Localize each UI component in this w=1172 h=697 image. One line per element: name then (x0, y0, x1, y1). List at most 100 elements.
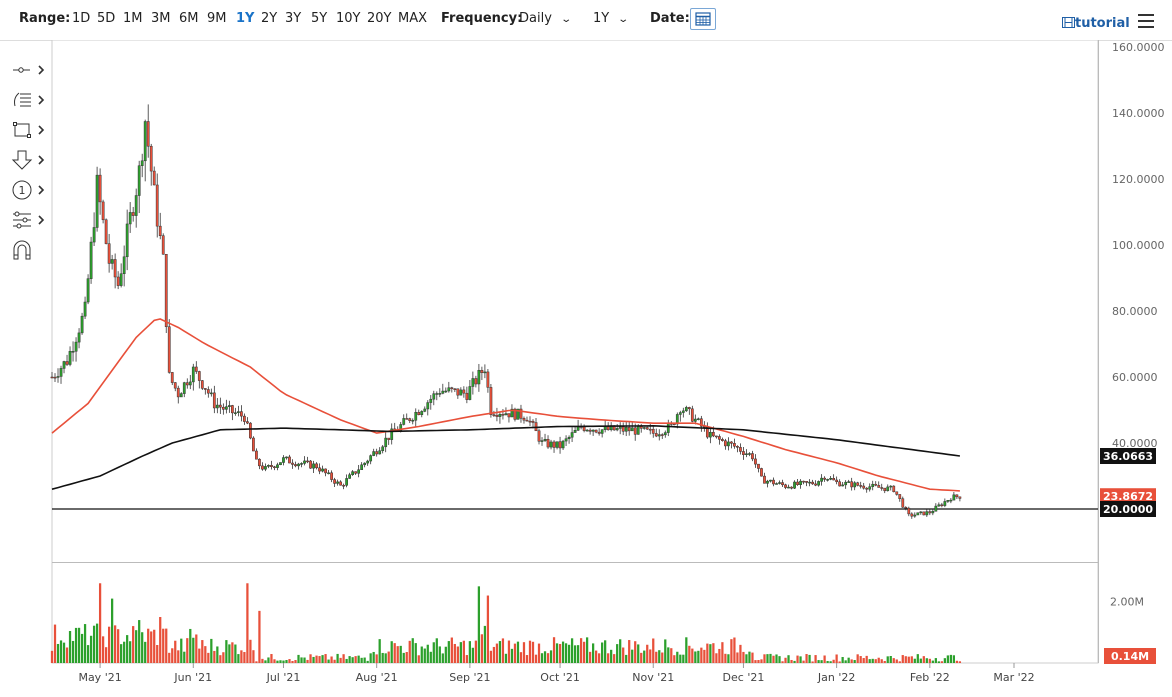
volume-bar (165, 628, 168, 663)
candle-body (408, 418, 412, 421)
volume-bar (138, 620, 141, 663)
candle-body (414, 412, 418, 421)
volume-bar (772, 655, 775, 663)
volume-bar (114, 625, 117, 663)
candle-body (143, 121, 147, 162)
arrow-tool-icon (11, 150, 45, 170)
range-option-6m[interactable]: 6M (179, 11, 199, 26)
volume-bar (315, 655, 318, 663)
range-option-5d[interactable]: 5D (97, 11, 116, 26)
volume-bar (847, 657, 850, 663)
candle-body (441, 390, 445, 394)
volume-bar (595, 650, 598, 663)
indicator-tool[interactable] (10, 208, 50, 238)
candle-body (342, 484, 345, 487)
candle-body (273, 466, 276, 468)
volume-bar (56, 643, 60, 663)
volume-bar (135, 630, 138, 663)
volume-bar (417, 655, 420, 663)
annotation-tool[interactable]: 1 (10, 178, 50, 208)
candle-body (549, 441, 553, 448)
volume-bar (465, 655, 468, 663)
volume-bar (601, 642, 604, 663)
candle-body (92, 227, 96, 243)
price-chart[interactable]: 160.0000140.0000120.0000100.000080.00006… (0, 40, 1172, 697)
range-option-1y[interactable]: 1Y (236, 11, 255, 26)
candle-body (877, 485, 881, 488)
range-option-20y[interactable]: 20Y (367, 11, 392, 26)
volume-bar (83, 624, 87, 663)
tutorial-link[interactable]: tutorial (1062, 16, 1130, 31)
candle-body (790, 486, 793, 489)
candle-body (291, 462, 294, 465)
range-option-1d[interactable]: 1D (72, 11, 91, 26)
volume-bar (492, 646, 496, 663)
range-option-9m[interactable]: 9M (207, 11, 227, 26)
candle-body (681, 410, 685, 413)
candle-body (158, 225, 162, 236)
volume-bar (579, 638, 583, 663)
volume-bar (546, 653, 550, 663)
date-picker-button[interactable] (690, 8, 716, 30)
volume-bar (294, 660, 297, 663)
candle-body (240, 411, 243, 417)
candle-body (844, 481, 848, 486)
svg-text:1: 1 (19, 184, 26, 197)
volume-bar (471, 647, 475, 663)
range-option-10y[interactable]: 10Y (336, 11, 361, 26)
range-option-1m[interactable]: 1M (123, 11, 143, 26)
menu-icon[interactable] (1138, 14, 1154, 28)
candle-body (387, 437, 391, 440)
volume-bar (901, 655, 904, 663)
volume-bar (802, 660, 805, 663)
candle-body (931, 511, 935, 514)
range-option-max[interactable]: MAX (398, 11, 428, 26)
range-option-3y[interactable]: 3Y (285, 11, 302, 26)
volume-bar (844, 660, 847, 663)
volume-bar (757, 660, 760, 663)
candle-body (429, 398, 433, 403)
candle-body (919, 511, 923, 514)
volume-bar (195, 634, 198, 663)
volume-bar (77, 627, 81, 663)
candle-body (742, 451, 745, 455)
candle-body (862, 485, 866, 489)
volume-bar (531, 641, 535, 663)
candle-body (940, 504, 944, 507)
period-select[interactable]: 1Y ⌄ (593, 11, 629, 26)
volume-bar (646, 644, 649, 663)
line-tool[interactable] (10, 58, 50, 88)
volume-bar (390, 641, 393, 663)
arrow-tool[interactable] (10, 148, 50, 178)
volume-bar (507, 640, 511, 663)
x-tick-label: Nov '21 (632, 671, 674, 684)
volume-bar (817, 660, 820, 663)
candle-body (297, 463, 300, 467)
candle-body (227, 405, 231, 407)
volume-bar (86, 645, 90, 663)
volume-bar (537, 643, 541, 663)
shape-tool[interactable] (10, 118, 50, 148)
candle-body (537, 430, 541, 442)
candle-body (71, 351, 75, 353)
volume-bar (760, 659, 763, 663)
volume-bar (237, 654, 240, 663)
volume-bar (126, 635, 129, 663)
volume-bar (363, 657, 366, 663)
volume-bar (477, 586, 481, 663)
volume-bar (811, 661, 814, 663)
candle-body (179, 393, 183, 398)
candle-body (369, 455, 373, 462)
frequency-select[interactable]: Daily ⌄ (519, 11, 572, 26)
volume-bar (736, 652, 739, 663)
candle-body (327, 472, 330, 475)
candle-body (312, 463, 315, 469)
fibonacci-tool[interactable] (10, 88, 50, 118)
candle-body (582, 426, 586, 431)
range-option-2y[interactable]: 2Y (261, 11, 278, 26)
range-option-3m[interactable]: 3M (151, 11, 171, 26)
range-option-5y[interactable]: 5Y (311, 11, 328, 26)
shape-tool-icon (13, 122, 45, 138)
candle-body (699, 418, 703, 427)
magnet-tool[interactable] (10, 238, 50, 268)
